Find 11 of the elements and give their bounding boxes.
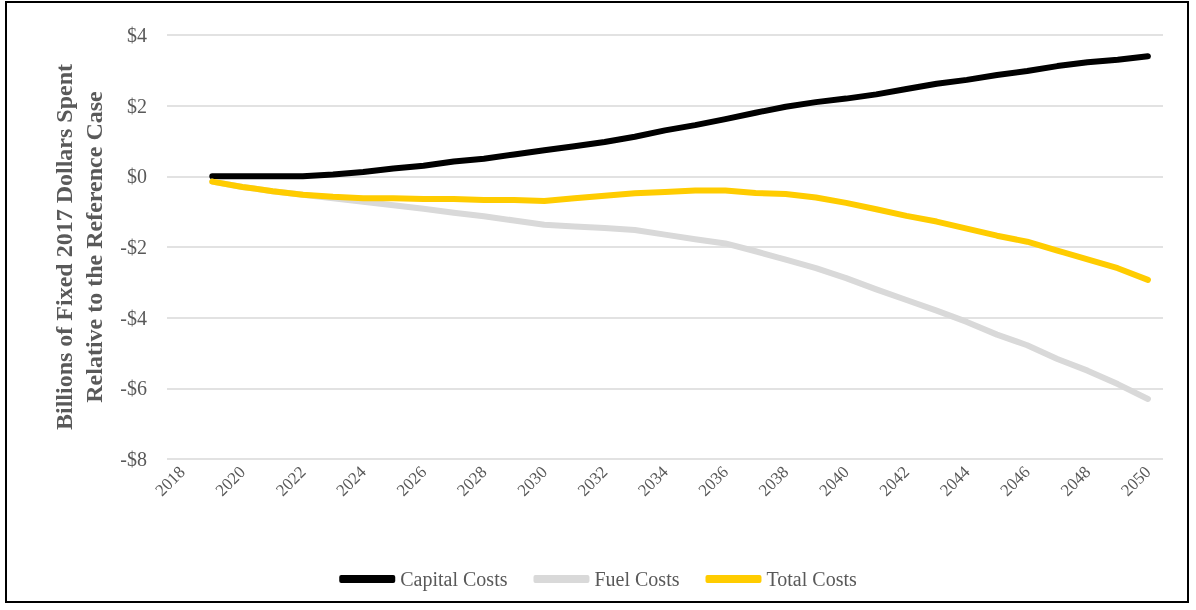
y-tick-label: $2: [127, 94, 147, 117]
legend-label: Capital Costs: [400, 568, 508, 591]
y-tick-label: -$8: [120, 448, 147, 470]
y-tick-label: $4: [127, 24, 147, 46]
legend-label: Fuel Costs: [594, 568, 680, 590]
y-tick-label: -$6: [120, 377, 147, 400]
y-axis-title: Billions of Fixed 2017 Dollars Spent Relative to the Reference Case: [51, 63, 108, 431]
legend-label: Total Costs: [766, 568, 857, 590]
y-tick-label: $0: [127, 165, 147, 188]
y-tick-label: -$2: [120, 236, 147, 258]
y-tick-label: -$4: [120, 306, 147, 329]
